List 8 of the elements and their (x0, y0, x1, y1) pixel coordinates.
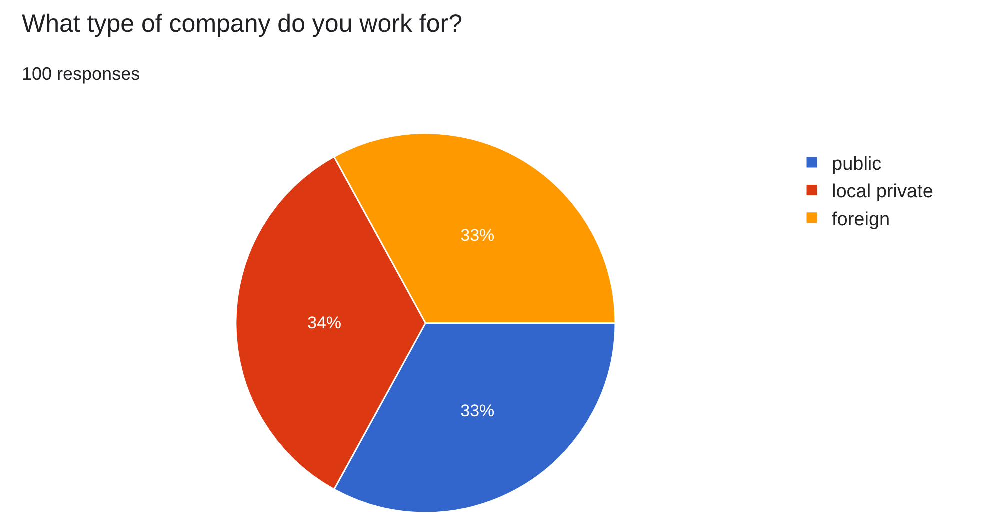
legend-label: foreign (832, 209, 890, 230)
data-label: 33% (460, 401, 495, 420)
text: 100 responses (22, 64, 140, 84)
legend-label: local private (832, 182, 934, 203)
chart-title: What type of company do you work for? (22, 10, 462, 38)
data-label: 33% (460, 226, 495, 245)
data-label: 34% (308, 314, 342, 333)
legend-label: public (832, 154, 882, 175)
